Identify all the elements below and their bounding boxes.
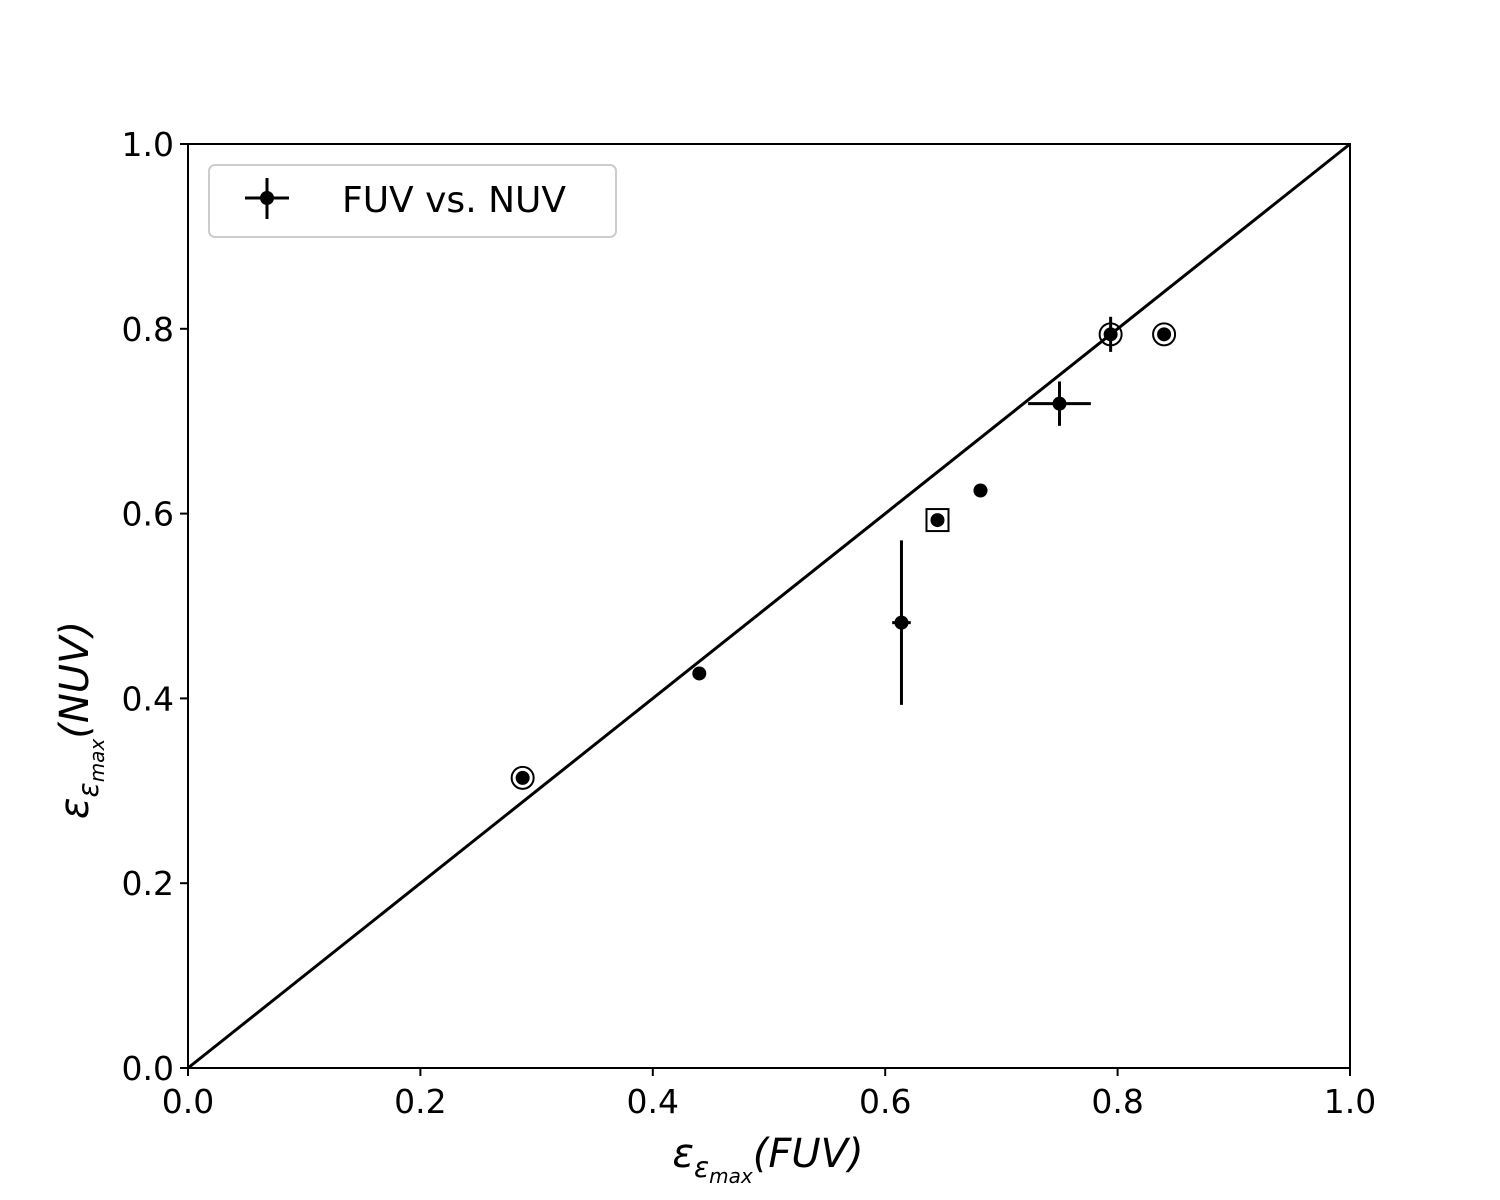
x-tick-label-1: 0.2 [394,1082,446,1121]
point-marker-5 [1052,396,1067,411]
x-tick-label-3: 0.6 [859,1082,911,1121]
data-point-3 [925,508,950,533]
point-marker-3 [930,513,945,528]
legend-box [208,164,617,238]
data-point-1 [692,666,707,681]
y-tick-label-5: 1.0 [122,125,174,164]
data-point-4 [973,483,988,498]
point-marker-7 [1157,327,1172,342]
axis-ticks: 0.0 0.2 0.4 0.6 0.8 1.0 0.0 0.2 0.4 0.6 0.8 1.0 [122,125,1377,1121]
plot-area [187,142,1351,1070]
legend-entry-fuv-vs-nuv: FUV vs. NUV [342,180,566,221]
data-point-5 [1028,381,1091,426]
data-point-6 [1098,316,1123,352]
y-axis-label-sub-text: max [85,739,109,783]
data-point-7 [1152,322,1177,347]
identity-line [187,142,1351,1070]
point-marker-6 [1103,327,1118,342]
highlight-circle-7 [1152,322,1177,347]
x-axis-label: εεmax(FUV) [672,1131,863,1188]
x-tick-label-0: 0.0 [162,1082,214,1121]
y-axis-label-symbol: ε [52,797,98,819]
x-tick-label-5: 1.0 [1324,1082,1376,1121]
y-axis-label-paren: (NUV) [52,621,98,739]
x-tick-label-2: 0.4 [627,1082,679,1121]
y-axis-label: εεmax(NUV) [52,621,109,819]
data-point-2 [892,540,911,705]
y-tick-label-2: 0.4 [122,679,174,718]
legend: FUV vs. NUV [208,164,617,238]
x-axis-label-sub-symbol: ε [694,1151,709,1184]
x-axis-label-sub-text: max [709,1164,753,1188]
y-tick-label-1: 0.2 [122,864,174,903]
point-marker-1 [692,666,707,681]
x-tick-label-4: 0.8 [1091,1082,1143,1121]
highlight-circle-0 [510,765,535,790]
y-tick-label-4: 0.8 [122,310,174,349]
highlight-circle-6 [1098,322,1123,347]
x-axis-label-symbol: ε [672,1131,694,1177]
y-tick-label-3: 0.6 [122,495,174,534]
x-axis-label-paren: (FUV) [753,1131,864,1177]
point-marker-4 [973,483,988,498]
point-marker-0 [515,770,530,785]
highlight-square-3 [925,508,950,533]
data-point-0 [510,765,535,790]
plot-frame [187,143,1351,1069]
point-marker-2 [894,615,909,630]
y-tick-label-0: 0.0 [122,1049,174,1088]
y-axis-label-sub-symbol: ε [72,782,105,797]
legend-point-marker [260,191,274,205]
